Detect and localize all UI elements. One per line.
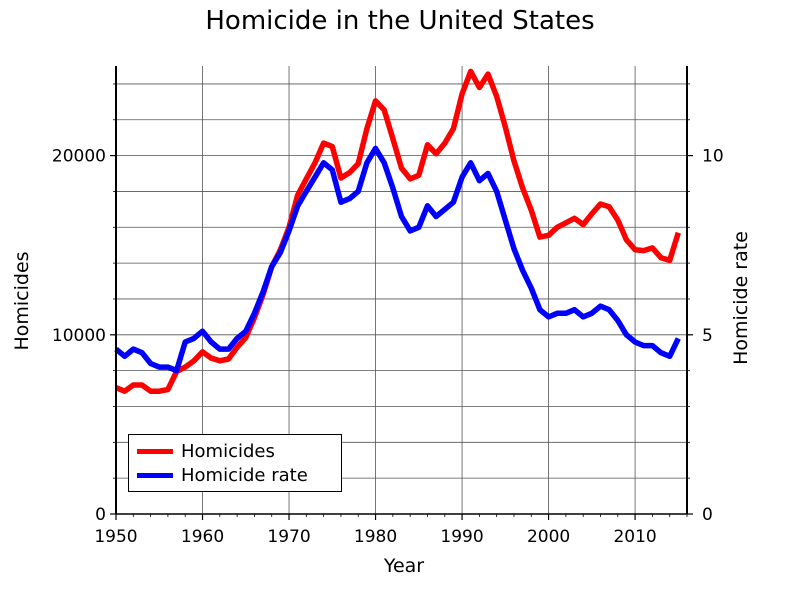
legend: Homicides Homicide rate xyxy=(128,434,342,492)
y-axis-left-label: Homicides xyxy=(11,251,33,351)
y-right-tick-label: 10 xyxy=(702,147,724,167)
x-tick-label: 1960 xyxy=(181,527,224,547)
legend-label-homicide-rate: Homicide rate xyxy=(181,464,308,486)
chart-title: Homicide in the United States xyxy=(205,6,595,36)
y-right-tick-label: 0 xyxy=(702,505,713,525)
axis-ticks: 1950 1960 1970 1980 1990 2000 2010 0 10000 20000 0… xyxy=(52,83,724,547)
x-tick-label: 2010 xyxy=(613,527,656,547)
y-left-tick-label: 20000 xyxy=(52,147,106,167)
legend-item-homicides: Homicides xyxy=(137,440,275,462)
x-tick-label: 2000 xyxy=(527,527,570,547)
legend-item-homicide-rate: Homicide rate xyxy=(137,464,308,486)
x-tick-label: 1950 xyxy=(94,527,137,547)
y-left-tick-label: 0 xyxy=(95,505,106,525)
legend-swatch-homicide-rate xyxy=(137,472,173,478)
y-right-tick-label: 5 xyxy=(702,326,713,346)
axes xyxy=(115,66,688,515)
series-line-homicides xyxy=(114,68,681,394)
x-tick-label: 1970 xyxy=(267,527,310,547)
x-axis-label: Year xyxy=(383,555,425,577)
x-tick-label: 1980 xyxy=(354,527,397,547)
legend-label-homicides: Homicides xyxy=(181,440,275,462)
y-left-tick-label: 10000 xyxy=(52,326,106,346)
y-axis-right-label: Homicide rate xyxy=(730,231,752,365)
legend-swatch-homicides xyxy=(137,448,173,454)
x-tick-label: 1990 xyxy=(440,527,483,547)
series-line-homicide-rate xyxy=(114,145,681,374)
series-lines xyxy=(114,68,681,394)
